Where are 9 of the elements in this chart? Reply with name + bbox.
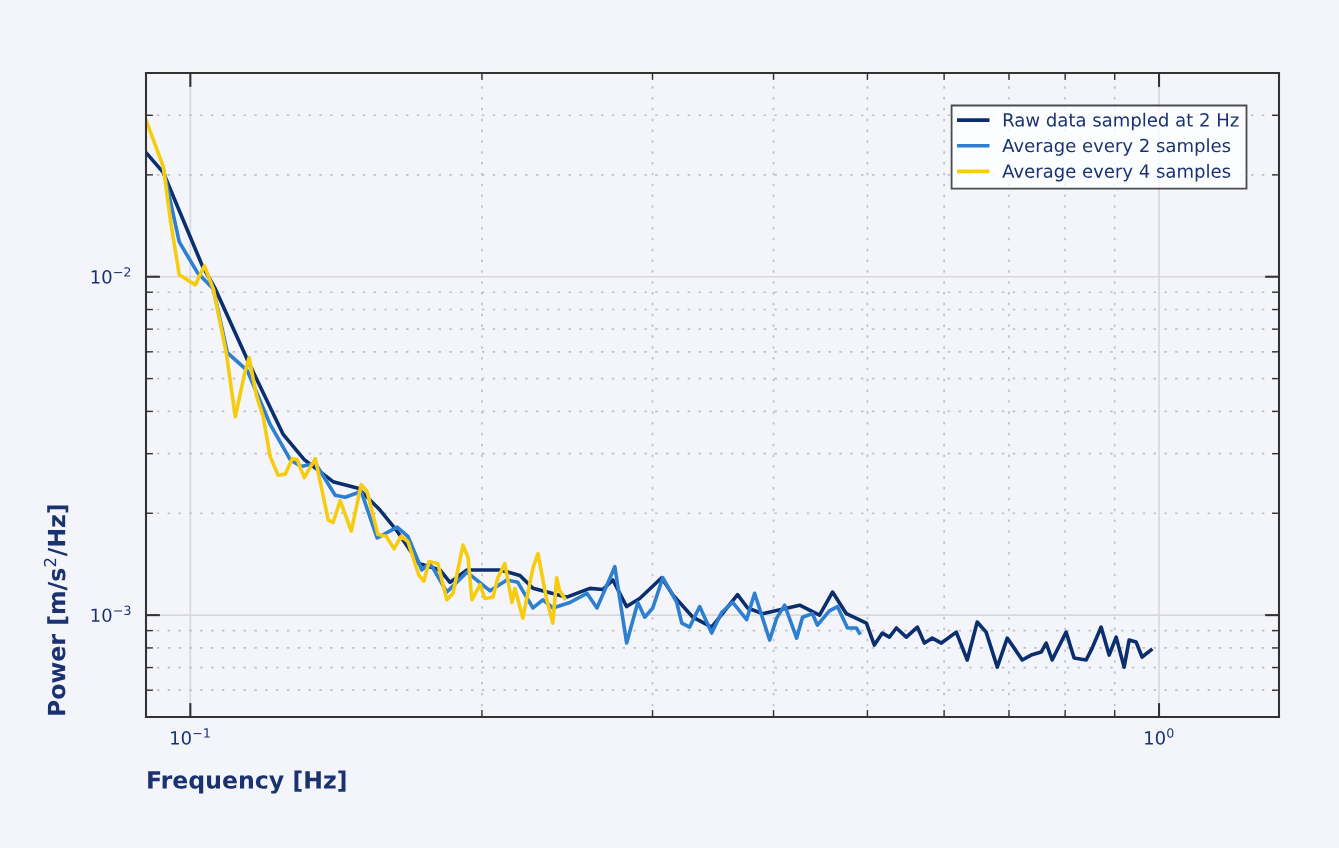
legend-label: Average every 4 samples (1002, 163, 1231, 182)
x-tick-label: 10$^{0}$ (1145, 728, 1174, 745)
y-axis-title: Power [m/s$^{2}$/Hz] (43, 505, 69, 715)
x-tick-label: 10$^{−1}$ (171, 728, 210, 745)
x-axis-title: Frequency [Hz] (148, 770, 346, 794)
legend-label: Average every 2 samples (1002, 138, 1231, 156)
y-tick-label: 10$^{−2}$ (91, 267, 131, 284)
y-tick-label: 10$^{−3}$ (91, 605, 131, 623)
legend-label: Raw data sampled at 2 Hz (1003, 112, 1239, 131)
